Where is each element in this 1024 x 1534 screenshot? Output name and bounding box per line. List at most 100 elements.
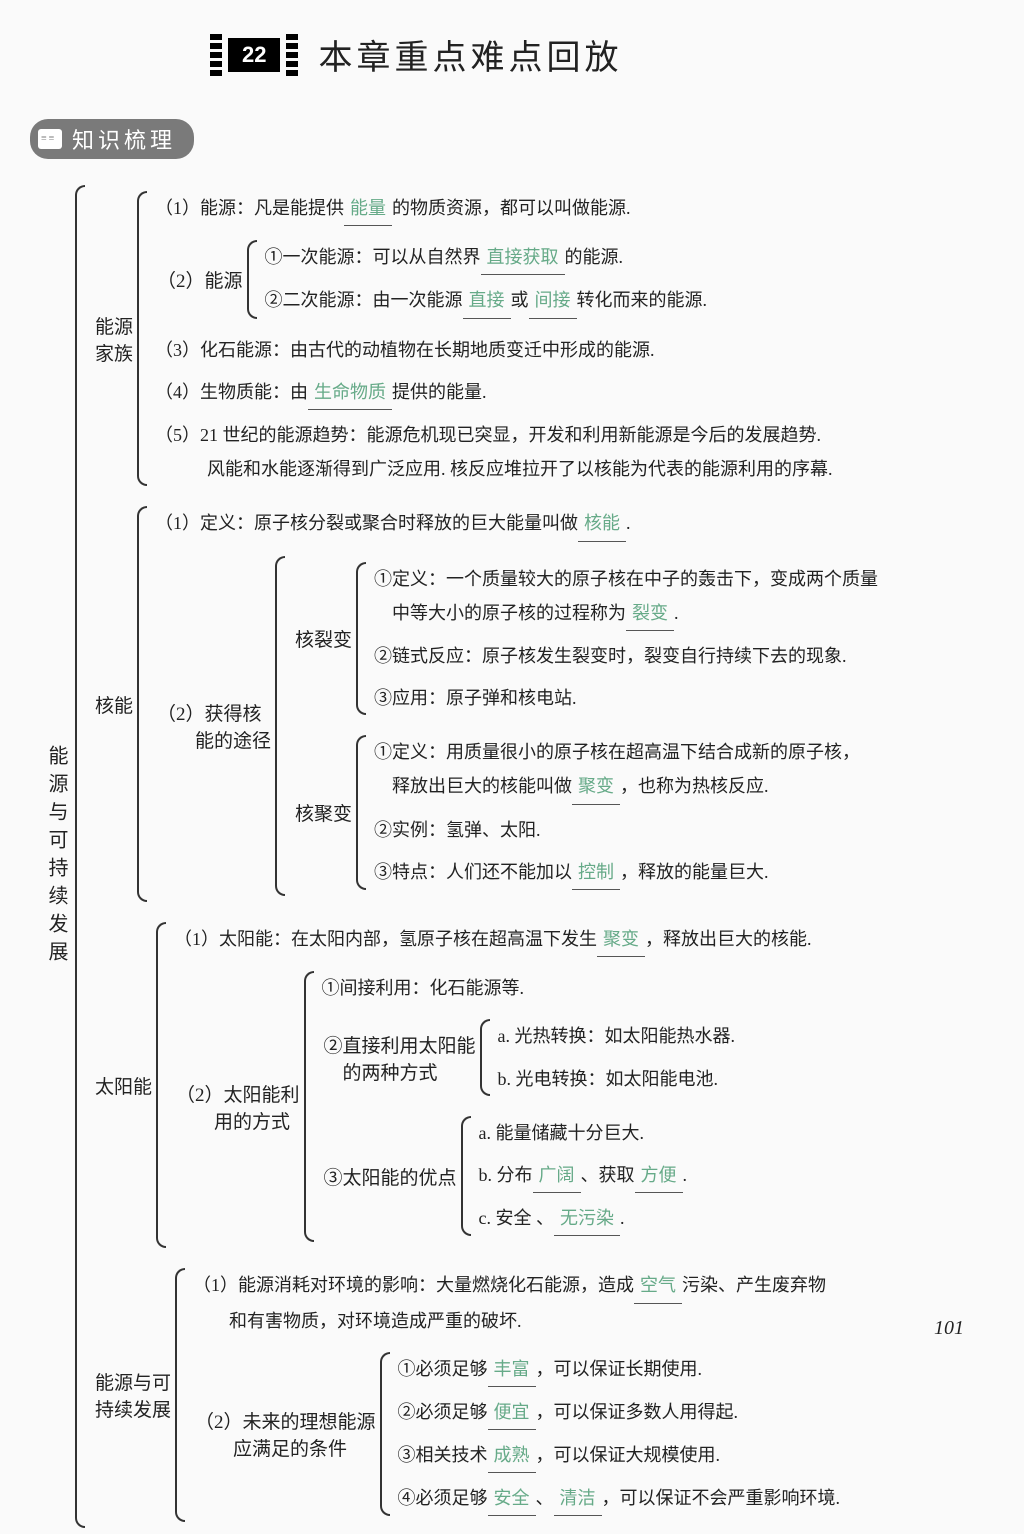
sol-u-a: ①间接利用：化石能源等. [322, 971, 736, 1005]
label-ef2: （2）能源 [155, 266, 245, 293]
chapter-number: 22 [228, 38, 280, 72]
ef-3: （3）化石能源：由古代的动植物在长期地质变迁中形成的能源. [155, 333, 833, 367]
fis-3: ③应用：原子弹和核电站. [374, 681, 878, 715]
blank-susf2: 便宜 [488, 1395, 536, 1430]
label-sol-uc: ③太阳能的优点 [322, 1163, 459, 1190]
bracket-sol-u [304, 971, 314, 1242]
ef-4: （4）生物质能：由生命物质提供的能量. [155, 375, 833, 410]
label-nuc-methods: （2）获得核 能的途径 [155, 699, 273, 753]
film-strip-right [286, 34, 298, 76]
label-solar: 太阳能 [93, 1072, 154, 1099]
sol-ub-b: b. 光电转换：如太阳能电池. [498, 1062, 736, 1096]
chapter-header: 22 本章重点难点回放 [210, 30, 984, 79]
blank-ef21: 直接获取 [481, 240, 565, 275]
blank-nuc-def: 核能 [578, 506, 626, 541]
ef-2: （2）能源 ①一次能源：可以从自然界直接获取的能源. ②二次能源：由一次能源直接… [155, 234, 833, 324]
blank-ef22a: 直接 [463, 283, 511, 318]
film-decoration: 22 [210, 34, 298, 76]
label-sol-ub: ②直接利用太阳能 的两种方式 [322, 1031, 478, 1085]
blank-sol-def: 聚变 [597, 922, 645, 957]
ef5a: （5）21 世纪的能源趋势：能源危机现已突显，开发和利用新能源是今后的发展趋势. [155, 425, 821, 445]
content-sol-u: ①间接利用：化石能源等. ②直接利用太阳能 的两种方式 a. 光热转换：如太阳能… [320, 965, 736, 1248]
fis-1: ①定义：一个质量较大的原子核在中子的轰击下，变成两个质量 中等大小的原子核的过程… [374, 562, 878, 631]
label-fission: 核裂变 [293, 625, 354, 652]
blank-susf4a: 安全 [488, 1481, 536, 1516]
sol-uses: （2）太阳能利 用的方式 ①间接利用：化石能源等. ②直接利用太阳能 的两种方式… [174, 965, 812, 1248]
fus-2: ②实例：氢弹、太阳. [374, 813, 860, 847]
fis-2: ②链式反应：原子核发生裂变时，裂变自行持续下去的现象. [374, 639, 878, 673]
bracket-nuc [137, 506, 147, 902]
blank-fus1: 聚变 [572, 769, 620, 804]
branch-solar: 太阳能 （1）太阳能：在太阳内部，氢原子核在超高温下发生聚变，释放出巨大的核能.… [93, 916, 878, 1254]
bracket-root [75, 185, 85, 1528]
sus-f-3: ③相关技术成熟，可以保证大规模使用. [398, 1438, 841, 1473]
bracket-ef2 [247, 240, 257, 318]
blank-ef4: 生命物质 [308, 375, 392, 410]
ef-2-1: ①一次能源：可以从自然界直接获取的能源. [265, 240, 708, 275]
branch-energy-family: 能源家族 （1）能源：凡是能提供能量的物质资源，都可以叫做能源. （2）能源 ①… [93, 185, 878, 492]
nuc-def: （1）定义：原子核分裂或聚合时释放的巨大能量叫做核能. [155, 506, 878, 541]
sus-f-2: ②必须足够便宜，可以保证多数人用得起. [398, 1395, 841, 1430]
sus-f-1: ①必须足够丰富，可以保证长期使用. [398, 1352, 841, 1387]
bracket-nuc-m [275, 556, 285, 897]
sol-u-c: ③太阳能的优点 a. 能量储藏十分巨大. b. 分布广阔、获取方便. c. 安全… [322, 1110, 736, 1243]
content-sol-uc: a. 能量储藏十分巨大. b. 分布广阔、获取方便. c. 安全 、无污染. [477, 1110, 688, 1243]
branch-nuclear: 核能 （1）定义：原子核分裂或聚合时释放的巨大能量叫做核能. （2）获得核 能的… [93, 500, 878, 908]
label-energy-family: 能源家族 [93, 312, 135, 366]
sol-uc-c: c. 安全 、无污染. [479, 1201, 688, 1236]
ef5b: 风能和水能逐渐得到广泛应用. 核反应堆拉开了以核能为代表的能源利用的序幕. [207, 459, 833, 479]
sol-uc-b: b. 分布广阔、获取方便. [479, 1158, 688, 1193]
blank-ef22b: 间接 [529, 283, 577, 318]
ef-5: （5）21 世纪的能源趋势：能源危机现已突显，开发和利用新能源是今后的发展趋势.… [155, 418, 833, 486]
sus-impact-2: 和有害物质，对环境造成严重的破坏. [229, 1311, 522, 1331]
bracket-fusion [356, 735, 366, 890]
bracket-sus-f [380, 1352, 390, 1517]
page-number: 101 [934, 1317, 964, 1340]
blank-susf1: 丰富 [488, 1352, 536, 1387]
bracket-solar [156, 922, 166, 1248]
content-nuc-m: 核裂变 ①定义：一个质量较大的原子核在中子的轰击下，变成两个质量 中等大小的原子… [291, 550, 878, 903]
fus-3: ③特点：人们还不能加以控制，释放的能量巨大. [374, 855, 860, 890]
section-badge-label: 知识梳理 [72, 123, 176, 155]
content-fusion: ①定义：用质量很小的原子核在超高温下结合成新的原子核， 释放出巨大的核能叫做聚变… [372, 729, 860, 896]
branch-sustain: 能源与可持续发展 （1）能源消耗对环境的影响：大量燃烧化石能源，造成空气污染、产… [93, 1262, 878, 1528]
sol-ub-a: a. 光热转换：如太阳能热水器. [498, 1019, 736, 1053]
fission: 核裂变 ①定义：一个质量较大的原子核在中子的轰击下，变成两个质量 中等大小的原子… [293, 556, 878, 722]
ef-2-2: ②二次能源：由一次能源直接或间接转化而来的能源. [265, 283, 708, 318]
bracket-fission [356, 562, 366, 716]
fus-1: ①定义：用质量很小的原子核在超高温下结合成新的原子核， 释放出巨大的核能叫做聚变… [374, 735, 860, 804]
outline-root: 能源与可持续发展 能源家族 （1）能源：凡是能提供能量的物质资源，都可以叫做能源… [40, 179, 984, 1534]
content-solar: （1）太阳能：在太阳内部，氢原子核在超高温下发生聚变，释放出巨大的核能. （2）… [172, 916, 812, 1254]
film-strip-left [210, 34, 222, 76]
sus-future: （2）未来的理想能源 应满足的条件 ①必须足够丰富，可以保证长期使用. ②必须足… [193, 1346, 840, 1523]
content-sustain: （1）能源消耗对环境的影响：大量燃烧化石能源，造成空气污染、产生废弃物 和有害物… [191, 1262, 840, 1528]
blank-ef1: 能量 [344, 191, 392, 226]
content-sus-f: ①必须足够丰富，可以保证长期使用. ②必须足够便宜，可以保证多数人用得起. ③相… [396, 1346, 841, 1523]
blank-solc3: 无污染 [554, 1201, 620, 1236]
content-ef2: ①一次能源：可以从自然界直接获取的能源. ②二次能源：由一次能源直接或间接转化而… [263, 234, 708, 324]
label-sol-uses: （2）太阳能利 用的方式 [174, 1080, 302, 1134]
blank-solc1: 广阔 [533, 1158, 581, 1193]
blank-susf3: 成熟 [488, 1438, 536, 1473]
blank-susf4b: 清洁 [554, 1481, 602, 1516]
root-content: 能源家族 （1）能源：凡是能提供能量的物质资源，都可以叫做能源. （2）能源 ①… [91, 179, 878, 1534]
blank-fis1: 裂变 [626, 596, 674, 631]
ef-1: （1）能源：凡是能提供能量的物质资源，都可以叫做能源. [155, 191, 833, 226]
fusion: 核聚变 ①定义：用质量很小的原子核在超高温下结合成新的原子核， 释放出巨大的核能… [293, 729, 878, 896]
sus-impact: （1）能源消耗对环境的影响：大量燃烧化石能源，造成空气污染、产生废弃物 和有害物… [193, 1268, 840, 1337]
sus-f-4: ④必须足够安全、清洁，可以保证不会严重影响环境. [398, 1481, 841, 1516]
content-fission: ①定义：一个质量较大的原子核在中子的轰击下，变成两个质量 中等大小的原子核的过程… [372, 556, 878, 722]
content-sol-ub: a. 光热转换：如太阳能热水器. b. 光电转换：如太阳能电池. [496, 1013, 736, 1101]
label-nuclear: 核能 [93, 691, 135, 718]
bracket-sol-uc [461, 1116, 471, 1237]
nuc-methods: （2）获得核 能的途径 核裂变 ①定义：一个质量较大的原子核在中子的轰击下，变成… [155, 550, 878, 903]
blank-sus1: 空气 [634, 1268, 682, 1303]
content-nuclear: （1）定义：原子核分裂或聚合时释放的巨大能量叫做核能. （2）获得核 能的途径 … [153, 500, 878, 908]
root-label: 能源与可持续发展 [40, 745, 73, 969]
sol-uc-a: a. 能量储藏十分巨大. [479, 1116, 688, 1150]
section-badge: 知识梳理 [30, 119, 194, 159]
blank-solc2: 方便 [635, 1158, 683, 1193]
label-fusion: 核聚变 [293, 799, 354, 826]
label-sustain: 能源与可持续发展 [93, 1368, 173, 1422]
chapter-title: 本章重点难点回放 [318, 30, 622, 79]
